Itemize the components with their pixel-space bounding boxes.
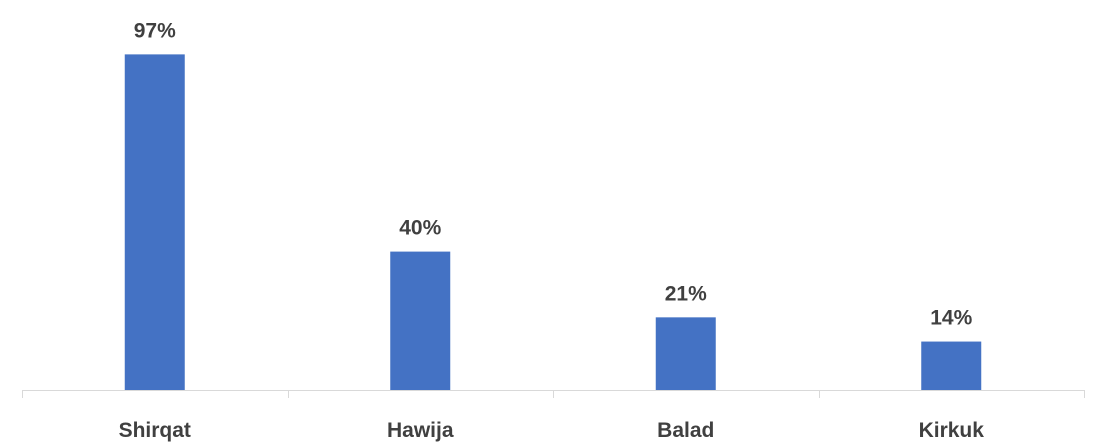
bar-hawija xyxy=(390,251,451,390)
category-label-kirkuk: Kirkuk xyxy=(919,419,985,442)
category-label-shirqat: Shirqat xyxy=(119,419,191,442)
data-label-hawija: 40% xyxy=(399,217,441,240)
bar-shirqat xyxy=(124,54,185,390)
category-labels-group: Shirqat Hawija Balad Kirkuk xyxy=(119,419,985,442)
bar-balad xyxy=(655,317,716,390)
bar-kirkuk xyxy=(921,341,982,390)
data-label-kirkuk: 14% xyxy=(930,307,972,330)
category-label-hawija: Hawija xyxy=(387,419,454,442)
category-label-balad: Balad xyxy=(657,419,714,442)
data-labels-group: 97% 40% 21% 14% xyxy=(134,19,973,329)
bars-group xyxy=(124,54,982,390)
x-axis xyxy=(22,390,1085,398)
data-label-balad: 21% xyxy=(665,282,707,305)
data-label-shirqat: 97% xyxy=(134,19,176,42)
